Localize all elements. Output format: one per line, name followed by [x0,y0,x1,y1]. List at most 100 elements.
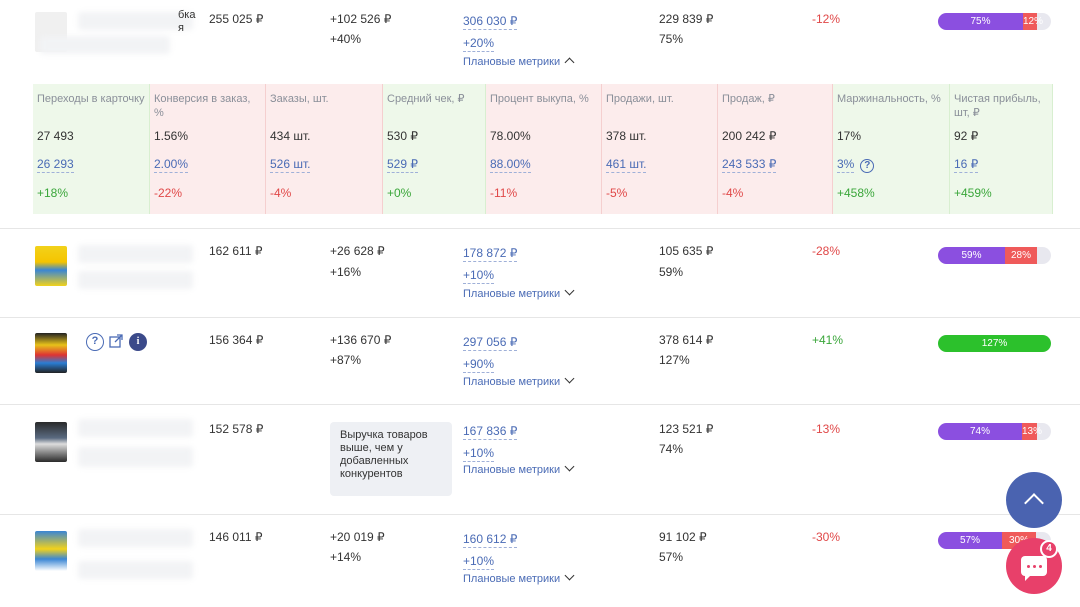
product-image[interactable] [35,333,67,373]
question-icon[interactable]: ? [86,333,104,351]
chevron-up-icon [1024,493,1044,513]
product-image[interactable] [35,246,67,286]
metric-value: 27 493 [37,129,74,143]
plan-value-cell: 160 612 ₽ [463,529,518,549]
metric-diff: -4% [270,186,292,200]
plan-metrics-panel: Переходы в карточку 27 493 26 293 +18% Конве… [33,84,1053,214]
metric-plan-value[interactable]: 3% [837,157,855,173]
plan-value[interactable]: 160 612 ₽ [463,532,518,548]
metric-header: Маржинальность, % [837,93,941,105]
metric-header: Чистая прибыль, шт, ₽ [954,93,1041,119]
metric-value: 1.56% [154,129,189,143]
product-image[interactable] [35,531,67,571]
plan-metrics-toggle[interactable]: Плановые метрики [463,285,575,300]
metric-diff: +458% [837,186,875,200]
metric-plan-value[interactable]: 88.00% [490,157,531,173]
plan-pct[interactable]: +20% [463,36,495,52]
product-row-3[interactable]: ? i 156 364 ₽ +136 670 ₽ +87% 297 056 ₽ … [0,318,1080,405]
plan-pct-cell: +10% [463,265,495,285]
sales-pct: 75% [659,32,684,46]
product-row-5[interactable]: 146 011 ₽ +20 019 ₽ +14% 160 612 ₽ +10% … [0,515,1080,607]
column-divider [717,84,718,214]
plan-metrics-toggle[interactable]: Плановые метрики [463,570,575,585]
product-row-1[interactable]: бка я 255 025 ₽ +102 526 ₽ +40% 306 030 … [0,0,1080,229]
metric-plan-wrap: 461 шт. [606,156,715,173]
metric-diff: -5% [606,186,628,200]
metric-plan-value[interactable]: 16 ₽ [954,157,979,173]
product-name-blurred [40,36,170,54]
metric-header: Процент выкупа, % [490,93,589,105]
question-icon[interactable]: ? [860,159,875,173]
plan-metrics-label: Плановые метрики [463,288,561,300]
plan-value[interactable]: 178 872 ₽ [463,246,518,262]
plan-pct[interactable]: +90% [463,357,495,373]
info-icon[interactable]: i [129,333,147,351]
plan-value-cell: 178 872 ₽ [463,243,518,263]
plan-metrics-toggle[interactable]: Плановые метрики [463,373,575,388]
metric-diff: +459% [954,186,992,200]
plan-value[interactable]: 297 056 ₽ [463,335,518,351]
diff-pct: +16% [330,265,362,279]
sales-pct: 127% [659,353,690,367]
metric-header: Продажи, шт. [606,93,674,105]
change-pct: -12% [812,12,841,26]
progress-bar: 127% [938,335,1051,352]
diff-abs: +136 670 ₽ [330,333,392,347]
diff-pct: +87% [330,353,362,367]
progress-bar: 75% 12% [938,13,1051,30]
product-name-blurred [78,419,193,437]
diff-abs: +20 019 ₽ [330,530,385,544]
metric-column: Маржинальность, % 17% 3%? +458% [833,84,950,214]
product-row-2[interactable]: 162 611 ₽ +26 628 ₽ +16% 178 872 ₽ +10% … [0,229,1080,318]
product-name-blurred [78,447,193,467]
product-name-blurred [78,245,193,263]
plan-metrics-label: Плановые метрики [463,376,561,388]
progress-segment: 57% [938,532,1002,549]
metric-column: Средний чек, ₽ 530 ₽ 529 ₽ +0% [383,84,486,214]
plan-pct[interactable]: +10% [463,268,495,284]
sales-value: 105 635 ₽ [659,244,714,258]
revenue: 156 364 ₽ [209,333,264,347]
diff-abs: +102 526 ₽ [330,12,392,26]
change-pct: -13% [812,422,841,436]
plan-metrics-toggle[interactable]: Плановые метрики [463,461,575,476]
change-pct: -30% [812,530,841,544]
metric-value: 530 ₽ [387,129,418,143]
metric-value: 200 242 ₽ [722,129,777,143]
progress-segment: 28% [1005,247,1037,264]
revenue: 146 011 ₽ [209,530,263,544]
progress-bar: 74% 13% [938,423,1051,440]
metric-plan-value[interactable]: 529 ₽ [387,157,418,173]
plan-pct[interactable]: +10% [463,446,495,462]
plan-metrics-toggle[interactable]: Плановые метрики [463,56,575,68]
plan-value[interactable]: 167 836 ₽ [463,424,518,440]
product-row-4[interactable]: 152 578 ₽ 167 836 ₽ +10% Плановые метрик… [0,405,1080,515]
metric-plan-value[interactable]: 243 533 ₽ [722,157,777,173]
metric-plan-value[interactable]: 2.00% [154,157,189,173]
metric-plan-wrap: 16 ₽ [954,156,1050,173]
product-name-blurred [78,561,193,579]
plan-value[interactable]: 306 030 ₽ [463,14,518,30]
metric-column: Продаж, ₽ 200 242 ₽ 243 533 ₽ -4% [718,84,833,214]
external-link-icon[interactable] [109,334,123,348]
sales-pct: 59% [659,265,684,279]
metric-plan-value[interactable]: 26 293 [37,157,74,173]
progress-segment: 59% [938,247,1005,264]
tooltip: Выручка товаров выше, чем у добавленных … [330,422,452,496]
metric-diff: -4% [722,186,744,200]
metric-diff: +18% [37,186,69,200]
plan-pct[interactable]: +10% [463,554,495,570]
metric-plan-value[interactable]: 526 шт. [270,157,311,173]
sales-value: 123 521 ₽ [659,422,714,436]
progress-segment: 127% [938,335,1051,352]
product-image[interactable] [35,422,67,462]
column-divider [265,84,266,214]
metric-plan-wrap: 2.00% [154,156,263,173]
plan-pct-cell: +20% [463,33,495,53]
metric-column: Процент выкупа, % 78.00% 88.00% -11% [486,84,602,214]
column-divider [149,84,150,214]
scroll-to-top-button[interactable] [1006,472,1062,528]
metric-diff: +0% [387,186,412,200]
metric-plan-value[interactable]: 461 шт. [606,157,647,173]
column-divider [601,84,602,214]
